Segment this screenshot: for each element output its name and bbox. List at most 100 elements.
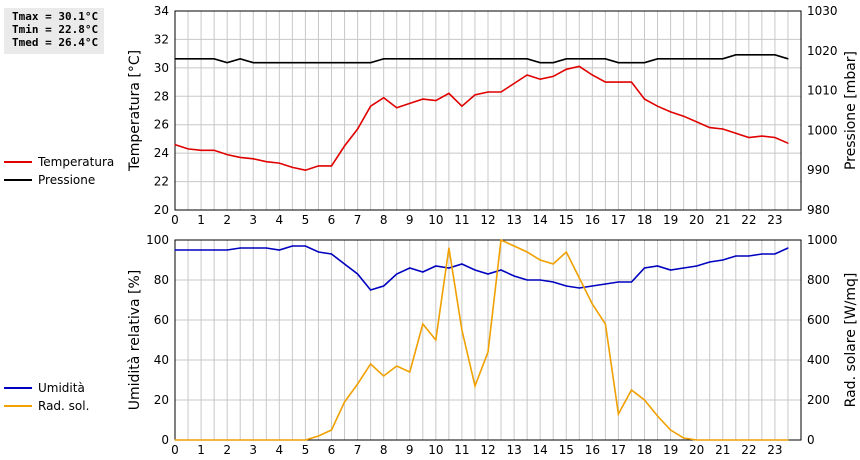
- data-point: [278, 439, 280, 441]
- x-tick-label: 11: [454, 443, 469, 457]
- data-point: [774, 136, 776, 139]
- data-point: [774, 54, 776, 56]
- legend-item-temperatura: Temperatura: [4, 153, 114, 171]
- series-line-temperatura: [174, 65, 789, 172]
- data-point: [239, 247, 241, 249]
- data-point: [696, 439, 698, 441]
- data-point: [304, 439, 306, 441]
- data-point: [683, 437, 685, 439]
- data-point: [422, 58, 424, 60]
- data-point: [213, 439, 215, 441]
- data-point: [370, 363, 372, 365]
- y-tick-label: 80: [154, 273, 169, 287]
- y-tick-label: 30: [154, 61, 169, 75]
- data-point: [187, 148, 189, 150]
- data-point: [500, 58, 502, 60]
- x-tick-label: 8: [380, 443, 388, 457]
- legend-swatch-temperatura: [4, 161, 32, 163]
- legend-swatch-umidita: [4, 387, 32, 389]
- data-point: [578, 58, 580, 60]
- x-tick-label: 3: [249, 443, 257, 457]
- x-tick-label: 14: [533, 443, 548, 457]
- x-tick-label: 13: [506, 443, 521, 457]
- data-point: [683, 58, 685, 60]
- data-point: [722, 128, 724, 130]
- data-point: [630, 62, 633, 64]
- data-point: [370, 289, 372, 291]
- data-point: [304, 62, 306, 64]
- data-point: [461, 263, 463, 265]
- data-point: [683, 267, 685, 269]
- data-point: [787, 142, 789, 144]
- data-point: [435, 339, 437, 341]
- y-tick-label: 20: [154, 203, 169, 217]
- data-point: [461, 329, 463, 331]
- data-point: [500, 269, 502, 271]
- x-tick-label: 9: [406, 213, 414, 227]
- data-point: [591, 303, 593, 305]
- data-point: [787, 247, 789, 249]
- y2-tick-label: 1000: [807, 233, 838, 247]
- data-point: [735, 132, 737, 134]
- data-point: [396, 365, 398, 367]
- data-point: [265, 247, 267, 249]
- plot-frame: [174, 239, 802, 441]
- data-point: [487, 351, 489, 353]
- data-point: [526, 251, 528, 253]
- data-point: [748, 255, 750, 257]
- x-tick-label: 3: [249, 213, 257, 227]
- data-point: [383, 375, 385, 377]
- data-point: [513, 245, 515, 247]
- data-point: [787, 439, 789, 441]
- data-point: [500, 91, 502, 93]
- y-axis-label: Temperatura [°C]: [127, 50, 143, 172]
- data-point: [787, 58, 789, 60]
- data-point: [200, 249, 202, 251]
- x-tick-label: 21: [715, 213, 730, 227]
- y-tick-label: 34: [154, 4, 169, 18]
- data-point: [435, 100, 437, 102]
- series-line-umidit-: [175, 245, 789, 291]
- data-point: [670, 111, 672, 113]
- x-tick-label: 10: [428, 443, 443, 457]
- data-point: [748, 439, 750, 441]
- data-point: [617, 81, 620, 83]
- legend-label-rad-sol: Rad. sol.: [38, 399, 90, 413]
- plot-frame: [174, 10, 802, 211]
- data-point: [330, 253, 333, 255]
- y2-axis-label: Rad. solare [W/mq]: [843, 273, 859, 408]
- data-point: [709, 58, 711, 60]
- data-point: [343, 263, 346, 265]
- data-point: [565, 251, 567, 253]
- data-point: [604, 81, 607, 83]
- legend-label-pressione: Pressione: [38, 173, 96, 187]
- data-point: [213, 249, 215, 251]
- data-point: [565, 58, 567, 60]
- data-point: [578, 65, 580, 67]
- data-point: [630, 389, 633, 391]
- data-point: [448, 58, 450, 60]
- data-point: [578, 277, 580, 279]
- data-point: [578, 287, 580, 289]
- data-point: [422, 98, 424, 100]
- data-point: [604, 58, 607, 60]
- data-point: [474, 94, 476, 96]
- data-point: [617, 62, 620, 64]
- y2-axis-label: Pressione [mbar]: [843, 51, 859, 170]
- data-point: [317, 165, 320, 167]
- y2-tick-label: 1000: [807, 123, 838, 137]
- data-point: [709, 261, 711, 263]
- data-point: [526, 58, 528, 60]
- x-tick-label: 9: [406, 443, 414, 457]
- data-point: [696, 265, 698, 267]
- data-point: [565, 68, 567, 70]
- x-tick-label: 17: [611, 213, 626, 227]
- data-point: [291, 62, 293, 64]
- data-point: [239, 156, 241, 158]
- data-point: [357, 273, 359, 275]
- data-point: [656, 415, 659, 417]
- data-point: [448, 247, 450, 249]
- data-point: [539, 78, 541, 80]
- data-point: [174, 144, 176, 146]
- data-point: [422, 271, 424, 273]
